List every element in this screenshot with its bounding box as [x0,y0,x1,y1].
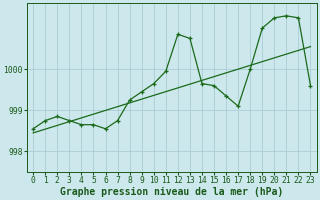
X-axis label: Graphe pression niveau de la mer (hPa): Graphe pression niveau de la mer (hPa) [60,186,284,197]
